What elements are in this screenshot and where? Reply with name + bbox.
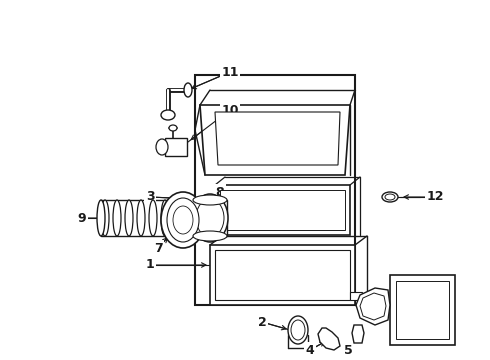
Text: 11: 11 [221,66,239,78]
Ellipse shape [97,200,105,236]
Polygon shape [356,288,390,325]
Ellipse shape [161,110,175,120]
Ellipse shape [156,139,168,155]
Bar [193,200,227,236]
Ellipse shape [192,194,228,242]
Ellipse shape [125,200,133,236]
Ellipse shape [149,200,157,236]
Bar [210,245,355,305]
Ellipse shape [197,200,205,236]
Ellipse shape [385,194,395,200]
Polygon shape [318,328,340,350]
Text: 3: 3 [146,190,154,203]
Bar [215,185,350,235]
Polygon shape [352,325,364,343]
Ellipse shape [193,195,227,205]
Ellipse shape [209,200,217,236]
Bar [396,281,449,339]
Text: 8: 8 [216,185,224,198]
Bar [215,250,350,300]
Ellipse shape [167,198,199,242]
Ellipse shape [196,199,224,237]
Polygon shape [200,105,350,175]
Bar [165,138,187,156]
Ellipse shape [161,200,169,236]
Bar [390,275,455,345]
Text: 9: 9 [78,211,86,225]
Ellipse shape [291,320,305,340]
Ellipse shape [193,231,227,241]
Ellipse shape [184,83,192,97]
Bar [195,75,355,305]
Ellipse shape [169,125,177,131]
Ellipse shape [288,316,308,344]
Ellipse shape [173,206,193,234]
Text: 7: 7 [154,242,162,255]
Ellipse shape [101,200,109,236]
Bar [220,190,345,230]
Ellipse shape [382,192,398,202]
Text: 12: 12 [426,190,444,203]
Polygon shape [360,293,386,320]
Ellipse shape [113,200,121,236]
Text: 10: 10 [221,104,239,117]
Text: 5: 5 [343,343,352,356]
Text: 4: 4 [306,343,315,356]
Text: 2: 2 [258,315,267,328]
Text: 1: 1 [146,258,154,271]
Ellipse shape [173,200,181,236]
Polygon shape [215,112,340,165]
Text: 6: 6 [433,288,441,302]
Bar [350,292,362,300]
Ellipse shape [161,192,205,248]
Ellipse shape [137,200,145,236]
Ellipse shape [185,200,193,236]
